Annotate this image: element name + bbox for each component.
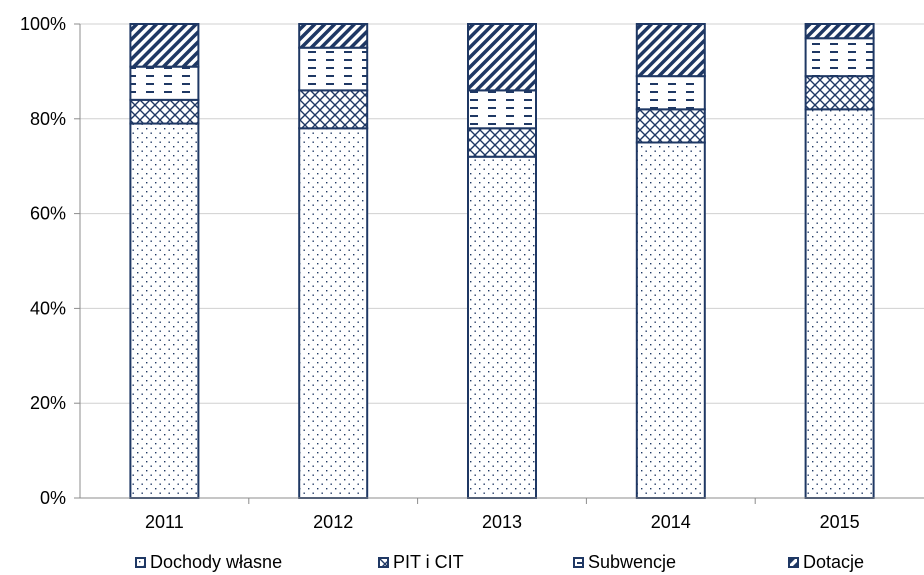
bar-segment-2-4 bbox=[804, 37, 875, 78]
y-tick-labels: 0% 20% 40% 60% 80% 100% bbox=[20, 14, 66, 508]
bar-segment-3-4 bbox=[804, 23, 875, 40]
bar-segment-3-3 bbox=[635, 23, 706, 78]
bar-segment-3-2 bbox=[467, 23, 537, 92]
x-tick-label: 2015 bbox=[820, 512, 860, 532]
bar-segment-3-1 bbox=[298, 23, 369, 49]
bar-segment-1-3 bbox=[635, 108, 706, 144]
legend-swatch bbox=[135, 557, 146, 568]
bar-segment-1-2 bbox=[467, 127, 537, 158]
legend-swatch bbox=[788, 557, 799, 568]
bar-segment-1-4 bbox=[804, 75, 875, 111]
x-tick-label: 2014 bbox=[651, 512, 691, 532]
bar-segment-1-0 bbox=[129, 98, 200, 125]
bar-segment-2-3 bbox=[635, 75, 706, 111]
legend-label: PIT i CIT bbox=[393, 552, 464, 572]
bar-segment-1-1 bbox=[298, 89, 369, 130]
x-tick-label: 2012 bbox=[313, 512, 353, 532]
x-tick-labels: 2011 2012 2013 2014 2015 bbox=[145, 512, 860, 532]
bar-segment-3-0 bbox=[129, 23, 200, 68]
x-tick-label: 2011 bbox=[145, 512, 184, 532]
legend-label: Dotacje bbox=[803, 552, 865, 572]
x-tick-label: 2013 bbox=[482, 512, 522, 532]
legend-label: Subwencje bbox=[588, 552, 677, 572]
axes bbox=[74, 23, 924, 504]
bar-segment-0-2 bbox=[467, 155, 537, 499]
bar-segment-2-0 bbox=[129, 65, 200, 101]
legend-label: Dochody własne bbox=[150, 552, 283, 572]
y-tick-label: 60% bbox=[30, 204, 66, 224]
bar-segment-2-2 bbox=[467, 89, 537, 130]
legend-item-3: Dotacje bbox=[788, 552, 864, 573]
bars bbox=[129, 23, 875, 499]
legend-swatch bbox=[378, 557, 389, 568]
y-tick-label: 100% bbox=[20, 14, 66, 34]
y-tick-label: 80% bbox=[30, 109, 66, 129]
bar-segment-0-3 bbox=[635, 141, 706, 499]
legend-swatch bbox=[573, 557, 584, 568]
bar-segment-2-1 bbox=[298, 46, 369, 92]
legend-item-0: Dochody własne bbox=[135, 552, 282, 573]
bar-segment-0-4 bbox=[804, 108, 875, 499]
y-tick-label: 0% bbox=[40, 488, 66, 508]
y-tick-label: 20% bbox=[30, 393, 66, 413]
bar-segment-0-1 bbox=[298, 127, 369, 499]
legend-item-2: Subwencje bbox=[573, 552, 676, 573]
bar-segment-0-0 bbox=[129, 122, 200, 499]
y-tick-label: 40% bbox=[30, 298, 66, 318]
legend: Dochody własne PIT i CIT Subwencje Dotacje bbox=[0, 552, 924, 575]
legend-item-1: PIT i CIT bbox=[378, 552, 464, 573]
